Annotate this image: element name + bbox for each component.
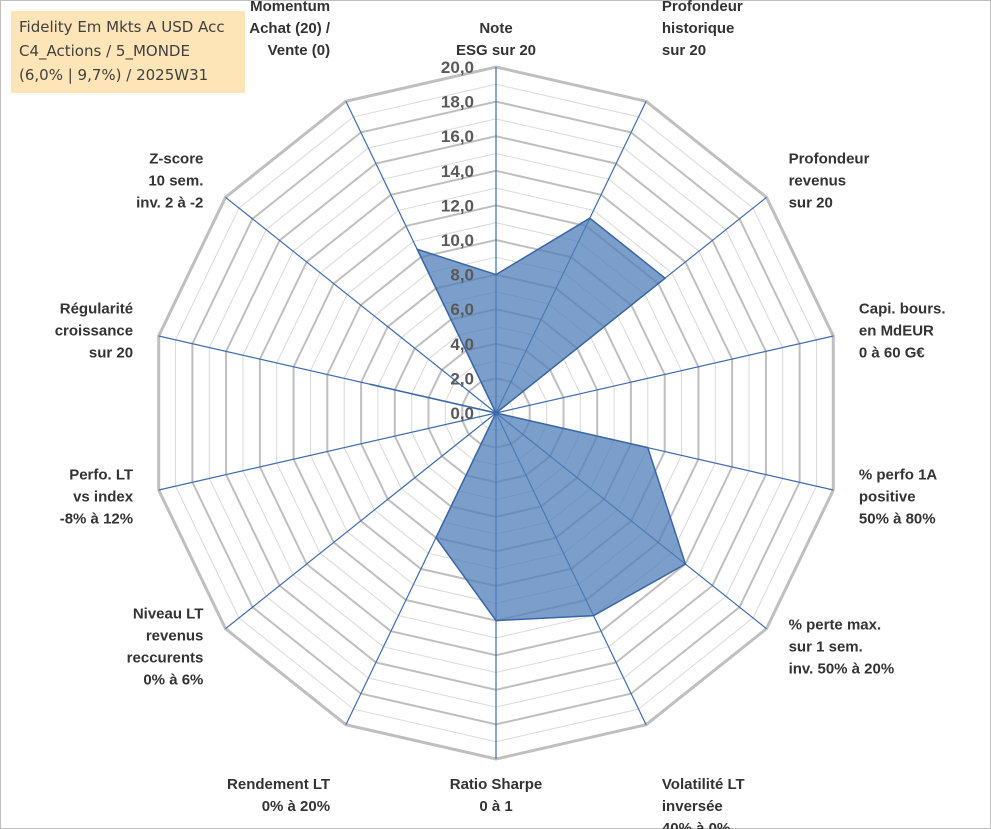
axis-spoke — [158, 412, 497, 491]
axis-spoke — [225, 412, 497, 630]
axis-label: % perte max. sur 1 sem. inv. 50% à 20% — [789, 617, 895, 678]
fund-category: C4_Actions / 5_MONDE — [19, 42, 190, 60]
radar-axis-labels: Note ESG sur 20 Profondeur historique sur 20… — [55, 0, 946, 829]
fund-name: Fidelity Em Mkts A USD Acc — [19, 18, 225, 36]
axis-label: Profondeur historique sur 20 — [662, 0, 743, 59]
fund-stats: (6,0% | 9,7%) / 2025W31 — [19, 66, 209, 84]
tick-label: 14,0 — [441, 162, 474, 181]
axis-label: Niveau LT revenus reccurents 0% à 6% — [127, 606, 204, 689]
axis-label: Capi. bours. en MdEUR 0 à 60 G€ — [859, 300, 946, 361]
axis-label: Note ESG sur 20 — [456, 20, 536, 59]
tick-label: 0,0 — [450, 404, 474, 423]
radar-tick-labels: 0,0 2,0 4,0 6,0 8,0 10,0 12,0 14,0 16,0 18,0 20,0 — [441, 58, 474, 423]
tick-label: 12,0 — [441, 196, 474, 215]
axis-label: Volatilité LT inversée 40% à 0% — [662, 776, 745, 829]
tick-label: 2,0 — [450, 369, 474, 388]
axis-label: % perfo 1A positive 50% à 80% — [859, 467, 938, 528]
tick-label: 20,0 — [441, 58, 474, 77]
tick-label: 16,0 — [441, 127, 474, 146]
tick-label: 4,0 — [450, 335, 474, 354]
tick-label: 18,0 — [441, 93, 474, 112]
tick-label: 6,0 — [450, 300, 474, 319]
axis-spoke — [495, 335, 834, 414]
axis-label: Momentum Achat (20) / Vente (0) — [249, 0, 331, 59]
radar-series — [369, 217, 687, 622]
series-area — [369, 217, 687, 622]
axis-label: Z-score 10 sem. inv. 2 à -2 — [136, 150, 203, 211]
axis-label: Ratio Sharpe 0 à 1 — [450, 776, 543, 815]
axis-label: Rendement LT 0% à 20% — [227, 776, 330, 815]
axis-spoke — [225, 196, 497, 414]
axis-label: Perfo. LT vs index -8% à 12% — [60, 467, 134, 528]
axis-label: Profondeur revenus sur 20 — [789, 150, 870, 211]
fund-info-box: Fidelity Em Mkts A USD Acc C4_Actions / … — [11, 11, 245, 93]
axis-label: Régularité croissance sur 20 — [55, 300, 133, 361]
tick-label: 8,0 — [450, 266, 474, 285]
tick-label: 10,0 — [441, 231, 474, 250]
